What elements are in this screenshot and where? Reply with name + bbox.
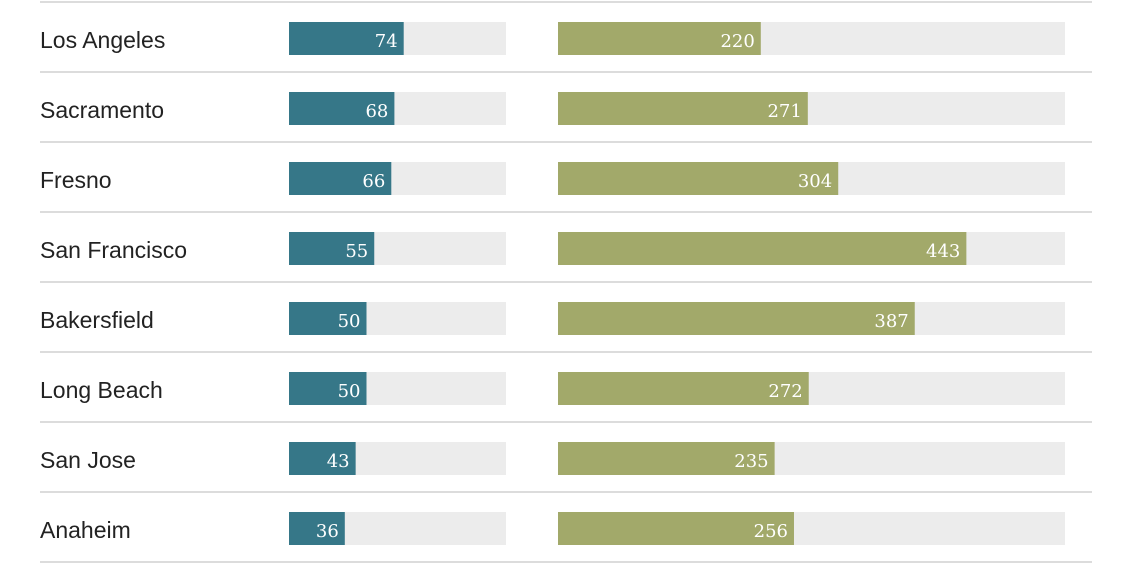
bar [289, 372, 367, 405]
bar-value-label: 36 [316, 521, 339, 542]
bar-value-label: 387 [874, 311, 908, 332]
bar [558, 442, 775, 475]
bar [558, 162, 839, 195]
city-label: Bakersfield [40, 307, 154, 333]
bar [289, 92, 395, 125]
bar [289, 442, 356, 475]
city-label: Los Angeles [40, 27, 165, 53]
city-label: Anaheim [40, 517, 131, 543]
city-label: Sacramento [40, 97, 164, 123]
bar [558, 22, 761, 55]
bar [558, 232, 967, 265]
bar-value-label: 43 [327, 451, 350, 472]
bar [289, 232, 375, 265]
city-label: San Jose [40, 447, 136, 473]
bar-value-label: 272 [768, 381, 802, 402]
city-label: Fresno [40, 167, 112, 193]
bar [289, 162, 392, 195]
bar-value-label: 235 [734, 451, 768, 472]
bar [558, 512, 794, 545]
city-label: San Francisco [40, 237, 187, 263]
bar-value-label: 68 [365, 101, 388, 122]
bar-value-label: 74 [375, 31, 398, 52]
bar [558, 302, 915, 335]
bar-value-label: 443 [926, 241, 960, 262]
bar-value-label: 256 [754, 521, 788, 542]
bar-value-label: 55 [345, 241, 368, 262]
bar [289, 512, 345, 545]
bar-value-label: 66 [362, 171, 385, 192]
bar-value-label: 220 [720, 31, 754, 52]
city-label: Long Beach [40, 377, 163, 403]
bar-value-label: 271 [767, 101, 801, 122]
bar-value-label: 50 [338, 311, 361, 332]
bar-value-label: 304 [798, 171, 832, 192]
bar-value-label: 50 [338, 381, 361, 402]
bar [289, 302, 367, 335]
bar [558, 92, 808, 125]
bar [558, 372, 809, 405]
bar [289, 22, 404, 55]
